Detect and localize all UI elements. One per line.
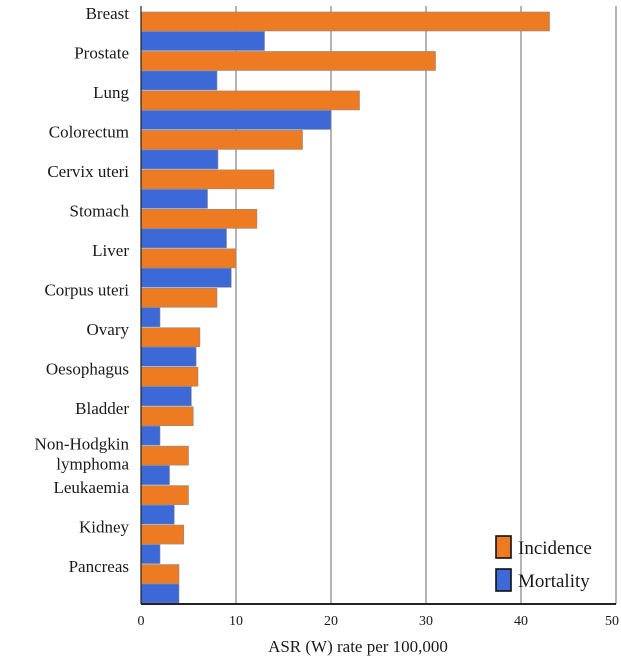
- bar-incidence: [140, 90, 360, 111]
- bar-incidence: [140, 287, 218, 308]
- bar-mortality: [140, 307, 161, 328]
- legend-label-incidence: Incidence: [518, 538, 592, 559]
- x-tick-label: 40: [514, 614, 528, 629]
- x-tick-label: 20: [324, 614, 338, 629]
- category-label: Cervix uteri: [47, 162, 129, 181]
- bar-incidence: [140, 366, 199, 387]
- category-label: Kidney: [79, 517, 130, 536]
- category-labels: Breast Prostate Lung Colorectum Cervix uteri…: [35, 4, 130, 576]
- x-tick-label: 10: [229, 614, 243, 629]
- bar-mortality: [140, 544, 161, 564]
- bar-mortality: [140, 110, 332, 130]
- x-tick-labels: 0 10 20 30 40 50: [138, 614, 620, 629]
- category-label: Breast: [86, 4, 130, 23]
- bar-mortality: [140, 504, 175, 525]
- category-label: Pancreas: [69, 557, 129, 576]
- bar-mortality: [140, 267, 232, 288]
- category-label: Leukaemia: [53, 478, 129, 497]
- category-label: Colorectum: [49, 123, 129, 142]
- bar-mortality: [140, 465, 170, 485]
- category-label: Liver: [92, 241, 129, 260]
- legend: Incidence Mortality: [495, 535, 592, 592]
- category-label: Lung: [93, 83, 129, 102]
- bar-mortality: [140, 386, 192, 407]
- bar-mortality: [140, 149, 219, 170]
- bar-incidence: [140, 485, 189, 505]
- category-label: Oesophagus: [46, 359, 129, 378]
- category-label: Ovary: [87, 320, 130, 339]
- bar-incidence: [140, 406, 194, 426]
- x-tick-label: 50: [605, 614, 619, 629]
- bar-incidence: [140, 130, 303, 150]
- category-label: Bladder: [75, 399, 129, 418]
- bar-mortality: [140, 70, 218, 91]
- bar-mortality: [140, 228, 227, 249]
- category-label: Stomach: [70, 202, 130, 221]
- legend-swatch-mortality: [495, 568, 512, 592]
- bar-incidence: [140, 248, 237, 269]
- bar-mortality: [140, 425, 161, 446]
- bar-incidence: [140, 209, 258, 229]
- bar-mortality: [140, 189, 208, 209]
- bars: [140, 11, 550, 604]
- legend-swatch-incidence: [495, 535, 512, 559]
- x-tick-label: 30: [419, 614, 433, 629]
- category-label: Corpus uteri: [44, 281, 129, 300]
- bar-incidence: [140, 51, 436, 71]
- x-axis-title: ASR (W) rate per 100,000: [268, 637, 448, 656]
- bar-incidence: [140, 445, 189, 466]
- bar-mortality: [140, 31, 265, 51]
- bar-incidence: [140, 11, 550, 32]
- bar-mortality: [140, 346, 197, 367]
- bar-mortality: [140, 583, 180, 604]
- bar-incidence: [140, 169, 275, 190]
- bar-incidence: [140, 564, 180, 584]
- bar-incidence: [140, 327, 201, 348]
- legend-label-mortality: Mortality: [518, 571, 590, 592]
- category-label: Non-Hodgkin lymphoma: [35, 434, 130, 473]
- bar-incidence: [140, 524, 185, 545]
- x-tick-label: 0: [138, 614, 145, 629]
- category-label: Prostate: [74, 44, 129, 63]
